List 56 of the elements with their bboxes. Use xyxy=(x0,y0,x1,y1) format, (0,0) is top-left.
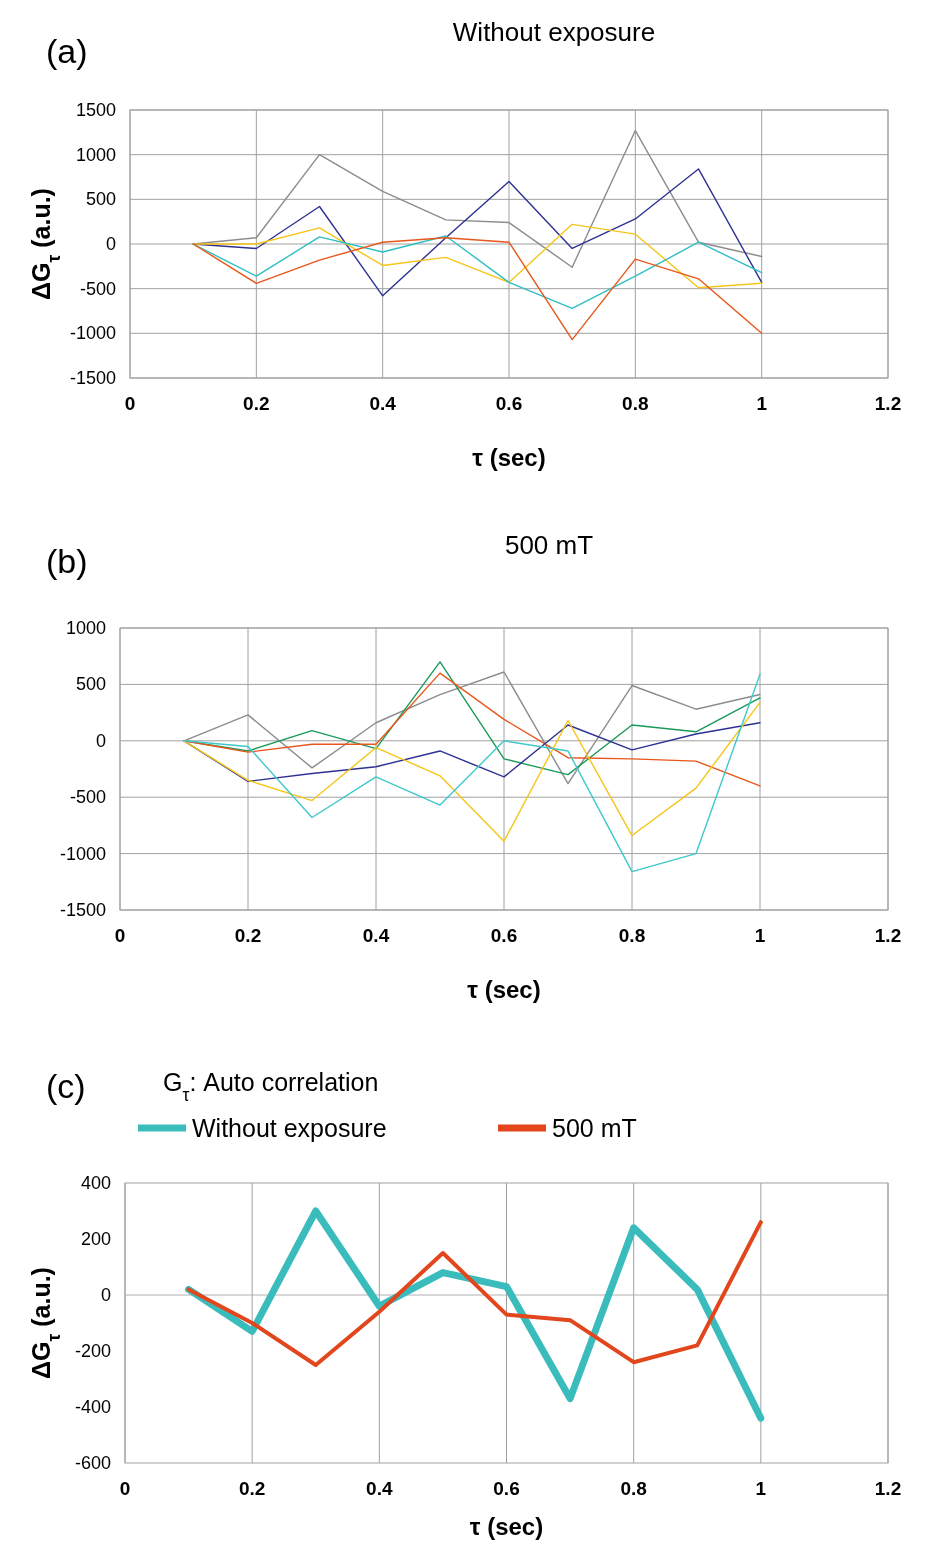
line-series xyxy=(183,701,761,842)
x-tick-label: 0.4 xyxy=(362,925,390,946)
x-tick-label: 0.6 xyxy=(490,925,518,946)
line-series xyxy=(192,237,763,341)
y-tick-label: 0 xyxy=(105,234,116,254)
chart-title: Without exposure xyxy=(452,17,656,47)
x-tick-label: 1 xyxy=(756,393,768,414)
x-axis-title: τ (sec) xyxy=(469,1513,544,1540)
y-tick-label: 500 xyxy=(75,674,106,695)
x-tick-label: 0 xyxy=(124,393,136,414)
x-axis-title: τ (sec) xyxy=(467,976,541,1003)
y-tick-label: -1000 xyxy=(59,843,106,864)
y-tick-label: 0 xyxy=(100,1285,111,1305)
line-series xyxy=(192,223,763,289)
chart-subtitle: G$_{τ}$: Auto correlation xyxy=(163,1068,379,1105)
y-tick-label: -1500 xyxy=(69,368,116,388)
y-tick-label: -600 xyxy=(74,1453,111,1473)
text: (a) xyxy=(46,32,88,70)
y-tick-label: -500 xyxy=(69,787,106,808)
x-tick-label: 0.8 xyxy=(622,393,649,414)
y-tick-label: -400 xyxy=(74,1397,111,1417)
x-tick-label: 0.2 xyxy=(234,925,262,946)
text: (b) xyxy=(46,542,88,580)
line-series xyxy=(192,235,763,310)
text: (c) xyxy=(46,1067,86,1105)
x-tick-label: 1.2 xyxy=(874,393,902,414)
legend-label: Without exposure xyxy=(192,1114,387,1142)
y-tick-label: 400 xyxy=(80,1173,111,1193)
x-tick-label: 1.2 xyxy=(874,1478,902,1499)
line-series xyxy=(183,673,761,873)
x-tick-label: 0.4 xyxy=(369,393,397,414)
y-tick-label: -1500 xyxy=(59,900,106,920)
x-tick-label: 0.8 xyxy=(618,925,646,946)
x-tick-label: 0.8 xyxy=(620,1478,647,1499)
y-tick-label: 500 xyxy=(85,189,116,210)
x-tick-label: 0.4 xyxy=(366,1478,393,1499)
x-tick-label: 0.2 xyxy=(238,1478,266,1499)
x-tick-label: 0.2 xyxy=(243,393,270,414)
x-tick-label: 1.2 xyxy=(874,925,902,946)
line-series xyxy=(186,1220,763,1367)
x-tick-label: 0 xyxy=(119,1478,131,1499)
x-axis-title: τ (sec) xyxy=(472,444,546,471)
y-tick-label: -500 xyxy=(79,278,116,299)
y-tick-label: 1500 xyxy=(75,100,116,120)
y-tick-label: 1000 xyxy=(75,144,116,165)
chart-title: 500 mT xyxy=(504,530,594,560)
y-tick-label: 200 xyxy=(80,1229,111,1249)
y-tick-label: -1000 xyxy=(69,323,116,344)
y-tick-label: 0 xyxy=(95,730,106,751)
y-tick-label: -200 xyxy=(74,1341,111,1361)
y-tick-label: 1000 xyxy=(65,618,106,638)
x-tick-label: 1 xyxy=(755,1478,767,1499)
x-tick-label: 0.6 xyxy=(495,393,523,414)
x-tick-label: 0.6 xyxy=(493,1478,520,1499)
x-tick-label: 1 xyxy=(754,925,766,946)
legend-label: 500 mT xyxy=(552,1114,637,1142)
